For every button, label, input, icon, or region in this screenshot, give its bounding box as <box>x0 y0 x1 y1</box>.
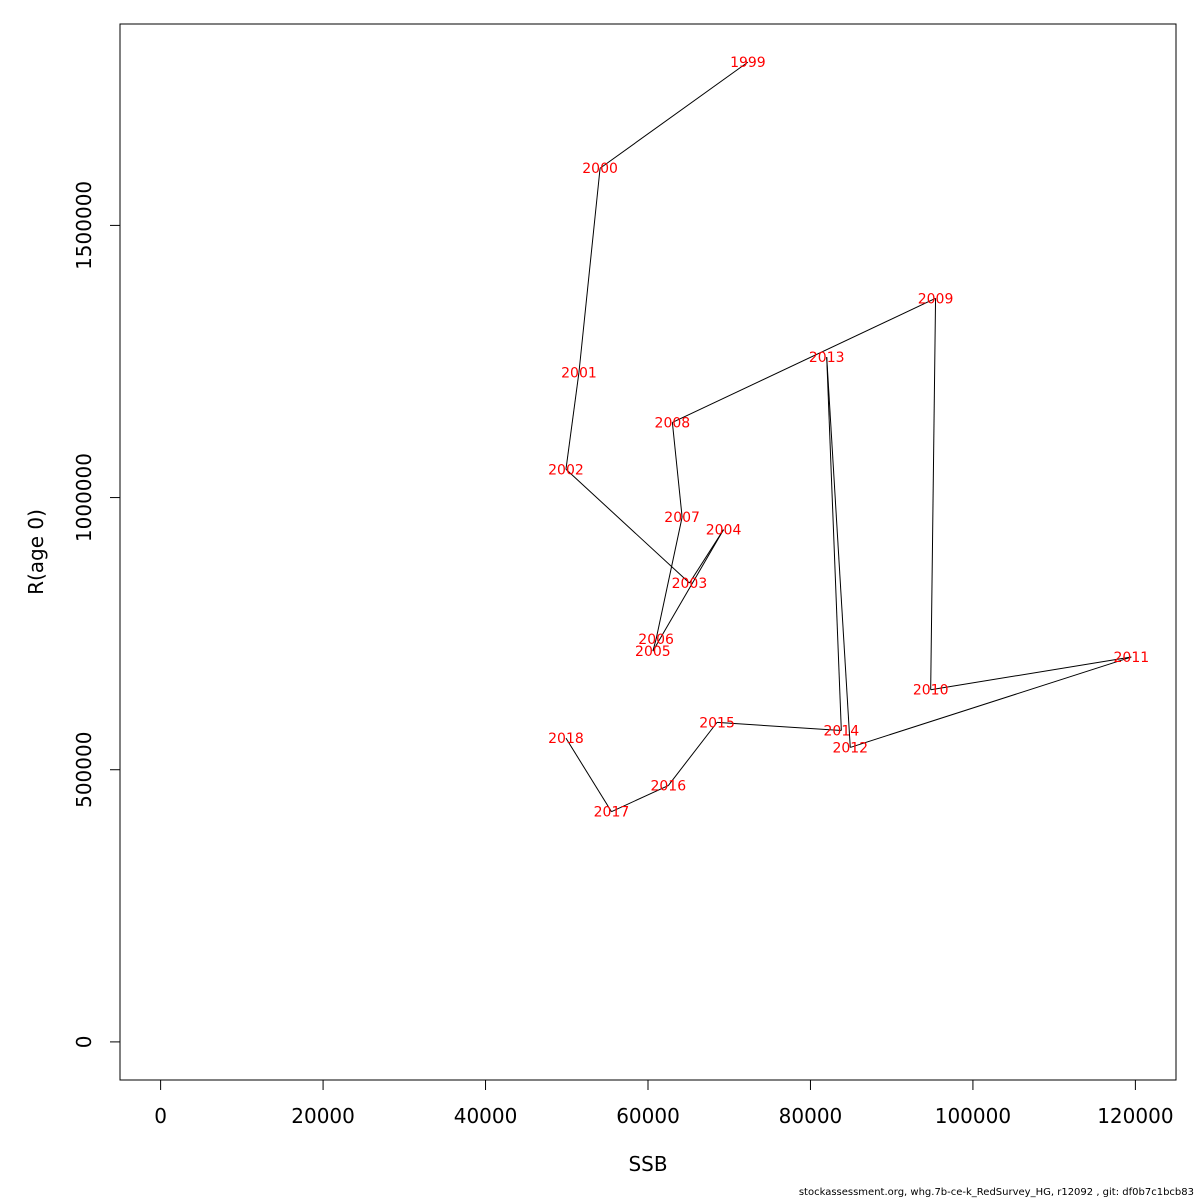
x-ticks: 0 20000 40000 60000 80000 100000 120000 <box>154 1080 1174 1128</box>
point-label: 2017 <box>594 805 630 821</box>
point-label: 2009 <box>918 291 954 307</box>
y-ticks: 0 500000 1000000 1500000 <box>72 181 120 1048</box>
trajectory-segment <box>565 372 580 470</box>
series-lines <box>565 61 1132 813</box>
trajectory-segment <box>565 468 690 584</box>
point-label: 2018 <box>548 731 584 747</box>
y-tick-label: 1000000 <box>72 453 96 542</box>
x-tick-label: 60000 <box>616 1104 680 1128</box>
trajectory-segment <box>611 785 669 813</box>
trajectory-segment <box>578 168 601 373</box>
x-tick-label: 80000 <box>779 1104 843 1128</box>
y-tick-label: 1500000 <box>72 181 96 270</box>
trajectory-segment <box>717 721 842 732</box>
point-label: 2008 <box>655 415 691 431</box>
x-axis-title: SSB <box>628 1152 667 1176</box>
x-tick-label: 40000 <box>454 1104 518 1128</box>
y-tick-label: 500000 <box>72 732 96 808</box>
trajectory-segment <box>672 297 936 423</box>
point-label: 2010 <box>913 683 949 699</box>
point-label: 2006 <box>638 632 674 648</box>
point-label: 2004 <box>706 523 742 539</box>
y-axis-title: R(age 0) <box>24 509 48 595</box>
trajectory-segment <box>599 61 749 169</box>
point-label: 2001 <box>561 365 597 381</box>
trajectory-segment <box>826 357 842 731</box>
trajectory-segment <box>930 656 1132 691</box>
x-tick-label: 20000 <box>291 1104 355 1128</box>
trajectory-segment <box>671 422 683 518</box>
trajectory-segment <box>565 737 612 812</box>
trajectory-segment <box>652 638 657 652</box>
point-label: 2002 <box>548 462 584 478</box>
point-label: 2000 <box>582 161 618 177</box>
trajectory-segment <box>850 656 1132 748</box>
footer-credit: stockassessment.org, whg.7b-ce-k_RedSurv… <box>798 1187 1194 1198</box>
plot-frame <box>119 23 1177 1081</box>
point-label: 2013 <box>809 350 845 366</box>
point-label: 2011 <box>1114 650 1150 666</box>
trajectory-segment <box>930 298 937 690</box>
trajectory-segment <box>826 357 851 748</box>
point-label: 2003 <box>672 576 708 592</box>
point-label: 2007 <box>664 510 700 526</box>
point-label: 1999 <box>730 55 766 71</box>
x-tick-label: 120000 <box>1097 1104 1173 1128</box>
point-label: 2016 <box>650 779 686 795</box>
trajectory-segment <box>667 722 718 786</box>
point-label: 2015 <box>699 715 735 731</box>
point-label: 2005 <box>635 644 671 660</box>
x-tick-label: 0 <box>154 1104 167 1128</box>
trajectory-segment <box>655 517 683 640</box>
y-tick-label: 0 <box>72 1036 96 1049</box>
trajectory-segment <box>652 529 724 652</box>
point-label: 2012 <box>832 740 868 756</box>
point-label: 2014 <box>824 724 860 740</box>
x-tick-label: 100000 <box>935 1104 1011 1128</box>
